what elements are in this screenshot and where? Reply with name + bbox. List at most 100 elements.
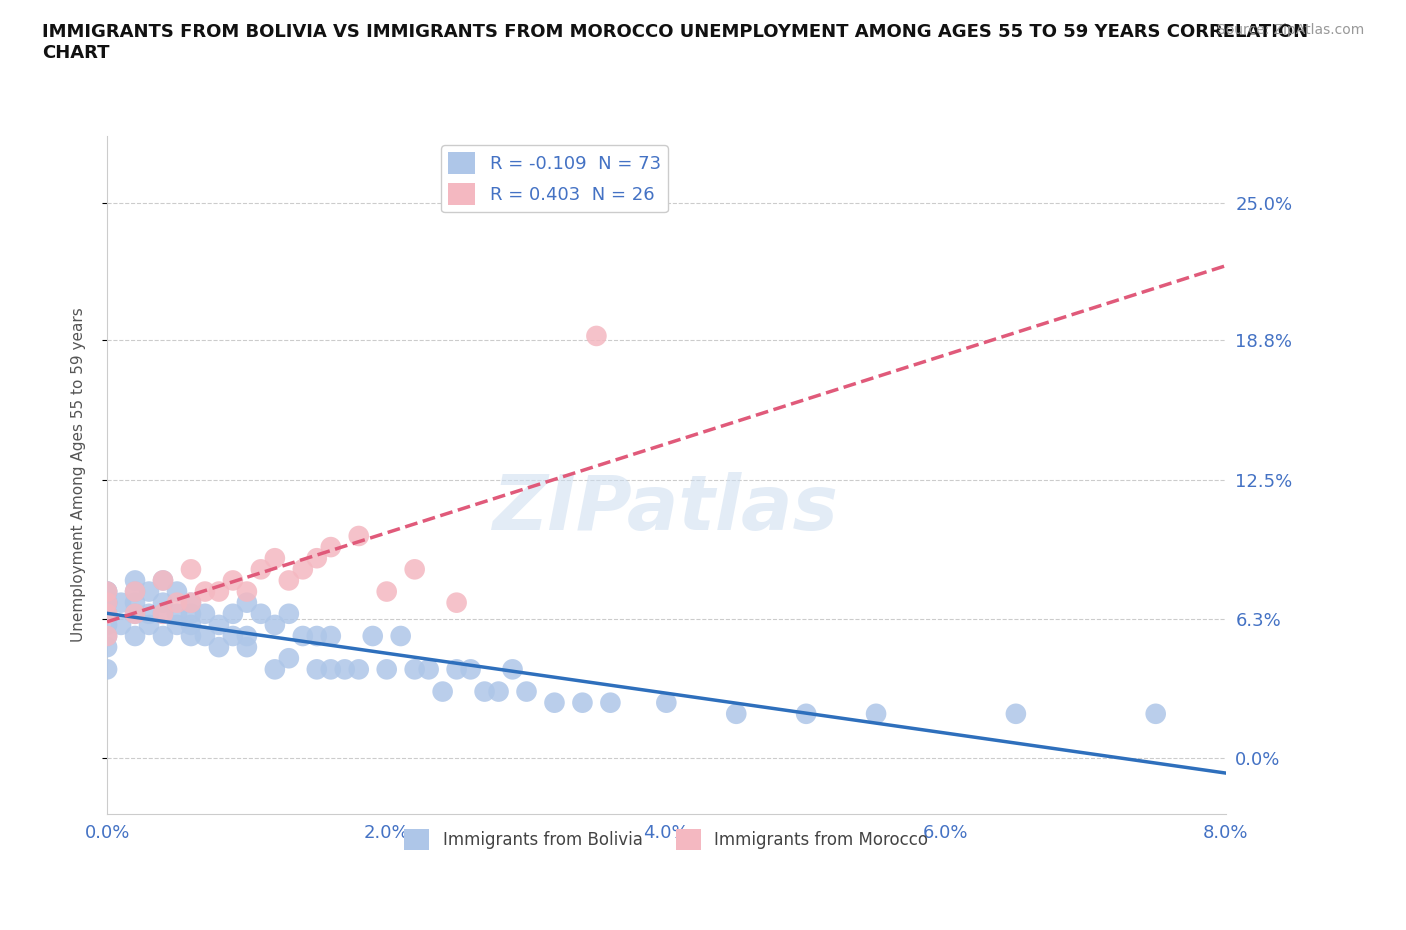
Point	[152, 573, 174, 588]
Point	[152, 629, 174, 644]
Point	[180, 618, 202, 632]
Point	[865, 707, 887, 722]
Point	[725, 707, 748, 722]
Point	[655, 696, 678, 711]
Point	[432, 684, 454, 699]
Point	[180, 606, 202, 621]
Point	[138, 584, 160, 599]
Point	[375, 584, 398, 599]
Point	[236, 595, 259, 610]
Point	[96, 618, 118, 632]
Point	[319, 662, 342, 677]
Point	[347, 662, 370, 677]
Point	[96, 662, 118, 677]
Point	[124, 606, 146, 621]
Point	[110, 595, 132, 610]
Text: Source: ZipAtlas.com: Source: ZipAtlas.com	[1216, 23, 1364, 37]
Point	[319, 539, 342, 554]
Point	[474, 684, 496, 699]
Point	[180, 562, 202, 577]
Point	[180, 595, 202, 610]
Point	[236, 584, 259, 599]
Point	[446, 595, 468, 610]
Point	[599, 696, 621, 711]
Point	[488, 684, 510, 699]
Point	[222, 606, 245, 621]
Point	[236, 640, 259, 655]
Point	[250, 606, 273, 621]
Point	[124, 595, 146, 610]
Point	[194, 606, 217, 621]
Point	[418, 662, 440, 677]
Point	[347, 528, 370, 543]
Point	[1005, 707, 1028, 722]
Point	[375, 662, 398, 677]
Point	[180, 595, 202, 610]
Point	[794, 707, 817, 722]
Point	[166, 595, 188, 610]
Point	[389, 629, 412, 644]
Point	[277, 606, 299, 621]
Point	[222, 629, 245, 644]
Point	[333, 662, 356, 677]
Point	[124, 606, 146, 621]
Point	[263, 618, 285, 632]
Point	[152, 606, 174, 621]
Point	[124, 584, 146, 599]
Point	[194, 629, 217, 644]
Point	[96, 629, 118, 644]
Point	[222, 573, 245, 588]
Point	[96, 606, 118, 621]
Point	[305, 662, 328, 677]
Point	[291, 629, 314, 644]
Point	[96, 595, 118, 610]
Point	[543, 696, 565, 711]
Point	[124, 629, 146, 644]
Point	[277, 573, 299, 588]
Point	[291, 562, 314, 577]
Point	[1144, 707, 1167, 722]
Point	[194, 584, 217, 599]
Point	[305, 551, 328, 565]
Point	[404, 662, 426, 677]
Legend: Immigrants from Bolivia, Immigrants from Morocco: Immigrants from Bolivia, Immigrants from…	[398, 823, 935, 857]
Point	[502, 662, 524, 677]
Point	[305, 629, 328, 644]
Point	[208, 618, 231, 632]
Point	[404, 562, 426, 577]
Point	[361, 629, 384, 644]
Point	[319, 629, 342, 644]
Point	[585, 328, 607, 343]
Point	[96, 595, 118, 610]
Point	[166, 584, 188, 599]
Text: ZIPatlas: ZIPatlas	[494, 472, 839, 546]
Point	[110, 618, 132, 632]
Point	[571, 696, 593, 711]
Point	[180, 629, 202, 644]
Point	[208, 584, 231, 599]
Point	[96, 606, 118, 621]
Point	[152, 595, 174, 610]
Point	[236, 629, 259, 644]
Point	[515, 684, 537, 699]
Point	[446, 662, 468, 677]
Point	[124, 573, 146, 588]
Point	[96, 606, 118, 621]
Point	[460, 662, 482, 677]
Point	[250, 562, 273, 577]
Point	[96, 595, 118, 610]
Point	[96, 640, 118, 655]
Point	[138, 606, 160, 621]
Point	[263, 662, 285, 677]
Point	[96, 584, 118, 599]
Point	[96, 584, 118, 599]
Point	[166, 606, 188, 621]
Point	[96, 629, 118, 644]
Point	[138, 618, 160, 632]
Point	[166, 618, 188, 632]
Point	[152, 606, 174, 621]
Point	[124, 584, 146, 599]
Point	[152, 573, 174, 588]
Point	[277, 651, 299, 666]
Point	[208, 640, 231, 655]
